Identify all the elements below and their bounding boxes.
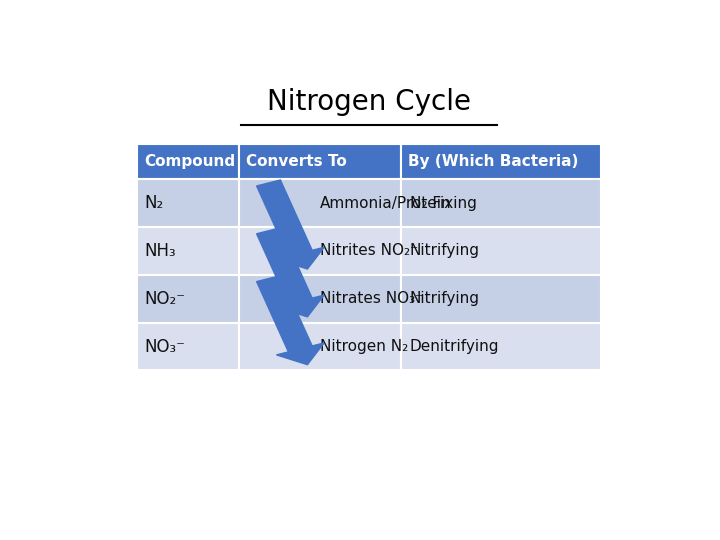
Bar (138, 322, 239, 370)
Bar (239, 227, 402, 275)
Bar (138, 227, 239, 275)
Bar (239, 275, 402, 322)
FancyArrow shape (256, 228, 324, 317)
Bar (239, 322, 402, 370)
FancyArrow shape (256, 180, 324, 269)
Bar (402, 179, 600, 227)
Text: Compound: Compound (144, 154, 235, 169)
Text: Denitrifying: Denitrifying (410, 339, 499, 354)
Text: NO₂⁻: NO₂⁻ (144, 289, 185, 308)
Text: Nitrogen Cycle: Nitrogen Cycle (267, 88, 471, 116)
Bar (138, 144, 239, 179)
Bar (402, 144, 600, 179)
Text: Nitrifying: Nitrifying (410, 291, 480, 306)
Text: Converts To: Converts To (246, 154, 347, 169)
Text: Nitrites NO₂⁻: Nitrites NO₂⁻ (320, 244, 418, 258)
Text: NH₃: NH₃ (144, 242, 176, 260)
Text: Nitrogen N₂: Nitrogen N₂ (320, 339, 409, 354)
Bar (138, 275, 239, 322)
Bar (239, 179, 402, 227)
FancyArrow shape (256, 275, 324, 364)
Bar (402, 322, 600, 370)
Text: NO₃⁻: NO₃⁻ (144, 338, 185, 355)
Bar (402, 275, 600, 322)
Text: Ammonia/Protein: Ammonia/Protein (320, 195, 452, 211)
Text: By (Which Bacteria): By (Which Bacteria) (408, 154, 578, 169)
Text: Nitrifying: Nitrifying (410, 244, 480, 258)
Bar (138, 179, 239, 227)
Text: Nitrates NO₃⁻: Nitrates NO₃⁻ (320, 291, 423, 306)
Bar (402, 227, 600, 275)
Bar (239, 144, 402, 179)
Text: N₂ Fixing: N₂ Fixing (410, 195, 477, 211)
Text: N₂: N₂ (144, 194, 163, 212)
